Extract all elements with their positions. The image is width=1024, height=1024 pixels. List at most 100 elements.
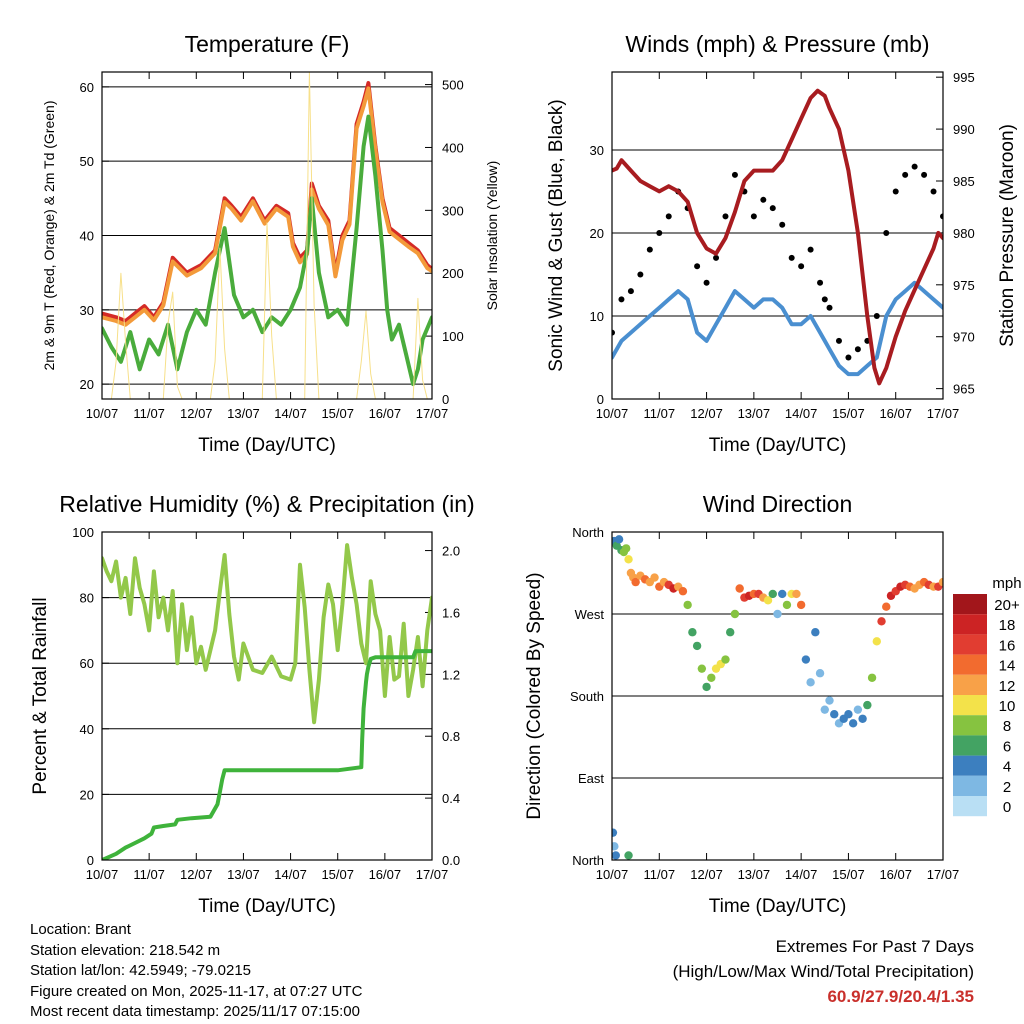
x-tick-label: 14/07 [785, 867, 818, 882]
x-tick-label: 11/07 [133, 867, 165, 882]
y2-tick-label: 995 [953, 70, 975, 85]
y2-tick-label: 0.0 [442, 853, 460, 868]
y2-axis-label: Station Pressure (Maroon) [997, 124, 1018, 347]
x-tick-label: 11/07 [643, 867, 675, 882]
series-gust-point [845, 354, 852, 361]
y-tick-label: 10 [590, 309, 604, 324]
series-gust-point [750, 213, 757, 220]
direction-point [683, 600, 692, 610]
series-gust-point [769, 205, 776, 212]
y2-tick-label: 975 [953, 278, 975, 293]
y-tick-label: 60 [80, 656, 94, 671]
direction-point [877, 617, 886, 626]
direction-point [882, 602, 891, 611]
x-tick-label: 14/07 [785, 406, 818, 421]
y-tick-label: 100 [72, 525, 94, 540]
series-gust-point [854, 346, 861, 353]
series-gust-point [892, 188, 899, 195]
colorbar: mph 20+ 18 16 14 12 10 8 6 4 2 0 [953, 575, 1022, 817]
x-tick-label: 16/07 [879, 406, 912, 421]
x-tick-label: 12/07 [690, 406, 723, 421]
y-tick-label: 0 [87, 853, 94, 868]
x-tick-label: 14/07 [274, 867, 307, 882]
y-tick-label: 20 [80, 787, 94, 802]
colorbar-level-label: 4 [1003, 759, 1011, 776]
series-gust-point [798, 263, 805, 270]
series-gust-point [817, 279, 824, 286]
series-gust-point [665, 213, 672, 220]
direction-point [806, 678, 815, 687]
series-relative-humidity [102, 543, 432, 725]
series-gust-point [760, 196, 767, 203]
direction-point [830, 710, 839, 719]
series-9m-t [102, 86, 432, 327]
plot-frame [101, 71, 433, 400]
x-axis-label: Time (Day/UTC) [198, 435, 336, 456]
series-gust-point [703, 279, 710, 286]
y-tick-label: 40 [80, 229, 94, 244]
x-tick-label: 16/07 [369, 867, 402, 882]
colorbar-level-label: 12 [999, 678, 1016, 695]
y-tick-label: 0 [597, 392, 604, 407]
colorbar-swatch [953, 755, 987, 776]
recent-text: Most recent data timestamp: 2025/11/17 0… [30, 1003, 360, 1021]
y2-tick-label: 2.0 [442, 544, 460, 559]
y2-axis-label: Solar Insolation (Yellow) [484, 161, 500, 311]
chart-temperature: 20 30 40 50 60 0 100 200 300 400 500 10/07 11/07 12/0… [41, 31, 500, 456]
extremes-title: Extremes For Past 7 Days [775, 937, 974, 956]
series-gust-point [921, 171, 928, 178]
direction-point [707, 673, 716, 682]
chart-title: Wind Direction [703, 491, 853, 517]
chart-humidity: 0 20 40 60 80 100 0.0 0.4 0.8 1.2 1.6 2.0 10/07 11/07… [30, 491, 475, 917]
station-info: Location: Brant Station elevation: 218.5… [30, 920, 362, 1023]
direction-point [735, 584, 744, 593]
y-tick-label: West [575, 607, 605, 622]
x-tick-label: 13/07 [227, 406, 260, 421]
latlon-text: Station lat/lon: 42.5949; -79.0215 [30, 962, 252, 980]
series-gust-point [722, 213, 729, 220]
elevation-text: Station elevation: 218.542 m [30, 941, 221, 959]
x-tick-label: 10/07 [596, 867, 629, 882]
colorbar-swatch [953, 614, 987, 635]
x-axis-label: Time (Day/UTC) [709, 435, 847, 456]
series-gust-point [873, 313, 880, 320]
series-gust-point [779, 221, 786, 228]
direction-point [726, 628, 735, 637]
series-total-rainfall [102, 649, 432, 860]
direction-point [853, 705, 863, 714]
direction-point [820, 705, 829, 714]
x-tick-label: 12/07 [180, 867, 213, 882]
direction-point [815, 669, 825, 678]
y-axis-label: Sonic Wind & Gust (Blue, Black) [546, 99, 567, 371]
direction-point [825, 696, 834, 705]
x-tick-label: 17/07 [416, 406, 449, 421]
y2-tick-label: 0.4 [442, 791, 460, 806]
series-gust-point [940, 213, 943, 220]
y-tick-label: 80 [80, 591, 94, 606]
series-gust-point [788, 254, 795, 261]
y-tick-label: 20 [590, 226, 604, 241]
chart-title: Temperature (F) [185, 31, 350, 57]
extremes-values: 60.9/27.9/20.4/1.35 [827, 987, 974, 1006]
direction-point [730, 609, 740, 619]
colorbar-level-label: 2 [1003, 779, 1011, 796]
y-axis-label: 2m & 9m T (Red, Orange) & 2m Td (Green) [41, 101, 57, 371]
x-tick-label: 10/07 [596, 406, 629, 421]
colorbar-level-label: 16 [999, 637, 1016, 654]
y-tick-label: 20 [80, 377, 94, 392]
direction-point [612, 842, 619, 851]
plot-frame [101, 531, 433, 861]
plot-frame [611, 71, 944, 400]
direction-point [624, 851, 633, 860]
y-tick-label: 50 [80, 154, 94, 169]
x-tick-label: 15/07 [321, 406, 354, 421]
y-tick-label: South [570, 689, 604, 704]
x-tick-label: 13/07 [227, 867, 260, 882]
plot-frame [611, 531, 944, 861]
direction-point [796, 600, 806, 610]
colorbar-swatch [953, 695, 987, 716]
y2-tick-label: 970 [953, 330, 975, 345]
x-tick-label: 12/07 [690, 867, 723, 882]
direction-point [621, 544, 631, 553]
x-tick-label: 10/07 [86, 867, 119, 882]
